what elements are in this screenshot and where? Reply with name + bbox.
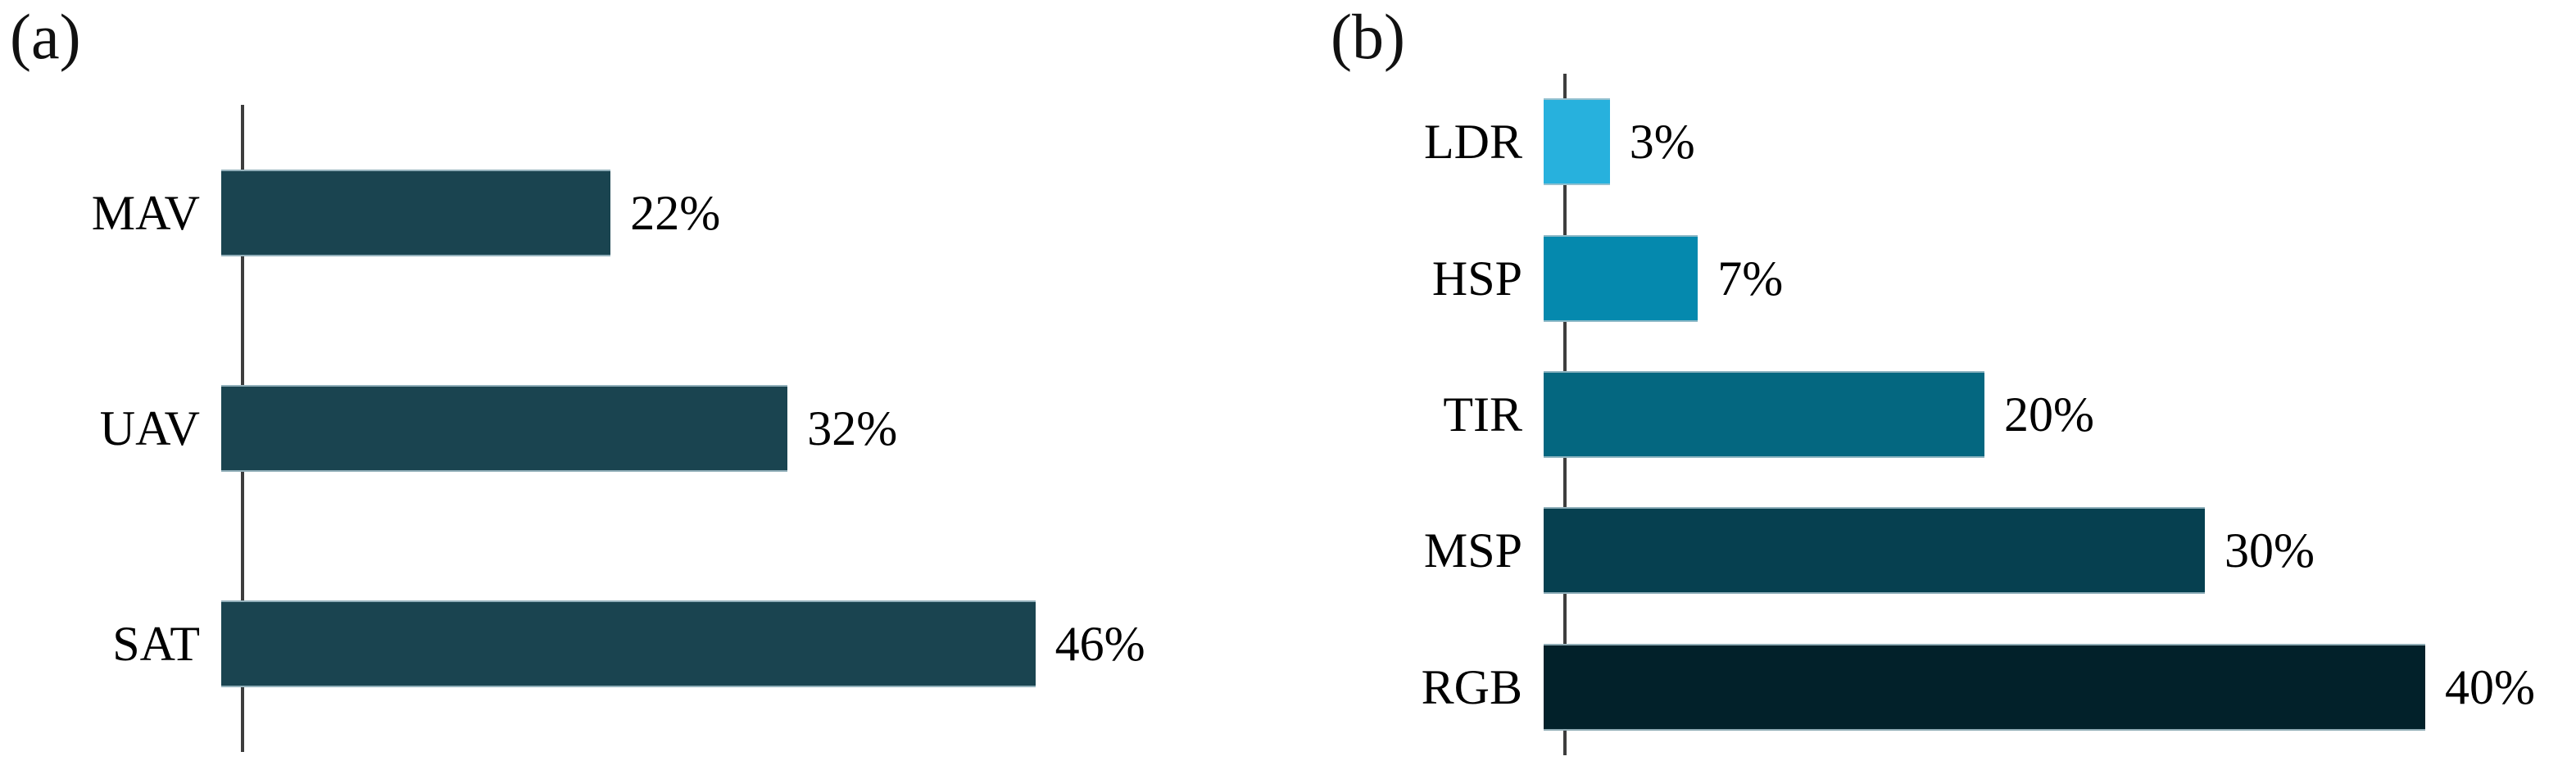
bar	[221, 600, 1036, 688]
bar-rows: MAV 22% UAV 32% SAT 46%	[0, 105, 1288, 752]
panel-b-label: (b)	[1331, 1, 1405, 72]
bar-row: MAV 22%	[0, 105, 1288, 320]
bar	[1544, 98, 1610, 186]
bar-row: RGB 40%	[1288, 619, 2576, 755]
category-label: MAV	[91, 185, 200, 240]
bar-row: LDR 3%	[1288, 74, 2576, 210]
category-label: TIR	[1443, 387, 1522, 442]
bar	[1544, 234, 1698, 322]
value-label: 22%	[630, 185, 721, 240]
bar-row: TIR 20%	[1288, 346, 2576, 482]
category-label: SAT	[112, 617, 200, 672]
panel-a-label: (a)	[10, 1, 81, 72]
bar-rows: LDR 3% HSP 7% TIR 20% MSP 30% RGB 40%	[1288, 74, 2576, 755]
category-label: RGB	[1421, 659, 1522, 714]
bar-row: UAV 32%	[0, 320, 1288, 536]
value-label: 46%	[1054, 617, 1145, 672]
bar-row: MSP 30%	[1288, 482, 2576, 618]
bar	[1544, 507, 2205, 595]
category-label: UAV	[99, 401, 200, 455]
bar-row: SAT 46%	[0, 537, 1288, 752]
bar	[221, 384, 788, 472]
bar	[221, 169, 611, 256]
value-label: 30%	[2225, 523, 2315, 578]
category-label: HSP	[1431, 251, 1522, 306]
value-label: 32%	[807, 401, 898, 455]
bar	[1544, 643, 2425, 731]
bar	[1544, 370, 1984, 458]
chart-sensor-modalities: (b) LDR 3% HSP 7% TIR 20% MSP 30% RGB 40%	[1288, 0, 2576, 779]
value-label: 3%	[1629, 115, 1695, 170]
bar-row: HSP 7%	[1288, 210, 2576, 346]
value-label: 40%	[2445, 659, 2535, 714]
category-label: MSP	[1423, 523, 1522, 578]
chart-platforms: (a) MAV 22% UAV 32% SAT 46%	[0, 1, 1288, 752]
value-label: 20%	[2004, 387, 2094, 442]
category-label: LDR	[1424, 115, 1522, 170]
value-label: 7%	[1717, 251, 1784, 306]
